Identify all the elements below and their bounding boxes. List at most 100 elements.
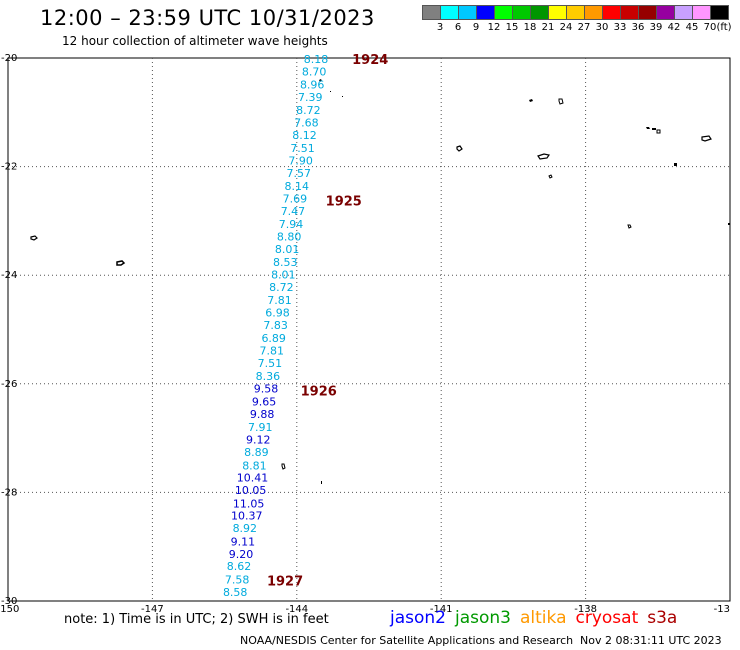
legend-tick-label: 3 xyxy=(436,22,444,33)
legend-tick-label: 30 xyxy=(595,22,609,33)
wave-height-value: 7.91 xyxy=(248,421,273,434)
wave-height-value: 6.98 xyxy=(265,307,290,320)
legend-tick-label: 33 xyxy=(613,22,627,33)
island-outline xyxy=(281,463,286,470)
latitude-label: -28 xyxy=(1,487,17,498)
wave-height-value: 8.70 xyxy=(302,66,327,79)
wave-height-value: 10.37 xyxy=(231,510,263,523)
legend-tick-label: 70 xyxy=(703,22,717,33)
longitude-label: -150 xyxy=(0,604,19,615)
wave-height-value: 7.81 xyxy=(260,345,285,358)
mission-cryosat: cryosat xyxy=(575,608,639,628)
latitude-label: -24 xyxy=(1,270,17,281)
legend-tick-label: 45 xyxy=(685,22,699,33)
wave-height-value: 9.20 xyxy=(229,548,254,561)
legend-tick-label: 27 xyxy=(577,22,591,33)
mission-jason3: jason3 xyxy=(455,608,511,628)
legend-swatch xyxy=(710,5,729,20)
footnote: note: 1) Time is in UTC; 2) SWH is in fe… xyxy=(64,612,329,627)
wave-height-value: 8.62 xyxy=(227,560,252,573)
wave-height-value: 9.65 xyxy=(252,396,277,409)
island-outline xyxy=(646,127,650,129)
wave-height-value: 8.72 xyxy=(296,104,321,117)
island-outline xyxy=(728,223,730,225)
wave-height-value: 8.81 xyxy=(242,459,267,472)
wave-height-value: 7.81 xyxy=(267,294,292,307)
wave-height-value: 11.05 xyxy=(233,497,265,510)
wave-height-value: 8.01 xyxy=(271,269,296,282)
latitude-label: -30 xyxy=(1,596,17,607)
longitude-label: -144 xyxy=(285,604,308,615)
longitude-label: -147 xyxy=(141,604,164,615)
legend-tick-label: 24 xyxy=(559,22,573,33)
legend-tick-label: 9 xyxy=(472,22,480,33)
island-outline xyxy=(701,135,712,142)
legend-tick-label: 12 xyxy=(487,22,501,33)
legend-tick-label: 6 xyxy=(454,22,462,33)
island-outline xyxy=(558,98,564,105)
wave-height-value: 9.88 xyxy=(250,408,275,421)
wave-height-value: 7.94 xyxy=(279,218,304,231)
wave-height-value: 7.39 xyxy=(298,91,323,104)
wave-height-value: 7.57 xyxy=(286,167,311,180)
wave-height-value: 9.58 xyxy=(254,383,279,396)
wave-height-value: 7.83 xyxy=(263,319,288,332)
pass-time-label: 1926 xyxy=(301,384,337,399)
island-outline xyxy=(330,91,331,92)
wave-height-value: 8.89 xyxy=(244,446,269,459)
legend-tick-label: 18 xyxy=(523,22,537,33)
longitude-label: -141 xyxy=(430,604,453,615)
wave-height-value: 8.96 xyxy=(300,79,325,92)
wave-height-value: 7.68 xyxy=(294,117,319,130)
wave-height-value: 8.72 xyxy=(269,281,294,294)
wave-height-value: 8.12 xyxy=(292,129,317,142)
wave-height-value: 8.80 xyxy=(277,231,302,244)
pass-time-label: 1927 xyxy=(267,574,303,589)
legend-tick-label: 21 xyxy=(541,22,555,33)
wave-height-value: 8.92 xyxy=(233,522,258,535)
latitude-label: -26 xyxy=(1,379,17,390)
map-subtitle: 12 hour collection of altimeter wave hei… xyxy=(62,34,328,48)
axis-labels: -20 -22 -24 -26 -28 -30-150 -147 -144 -141 -138 -1… xyxy=(0,53,730,615)
wave-height-value: 7.69 xyxy=(283,193,308,206)
wave-height-value: 7.90 xyxy=(288,155,313,168)
wave-height-value: 7.51 xyxy=(258,357,283,370)
credit-organization: NOAA/NESDIS Center for Satellite Applica… xyxy=(240,634,574,647)
wave-height-value: 10.41 xyxy=(237,472,269,485)
longitude-label: -13 xyxy=(714,604,730,615)
wave-height-value: 8.58 xyxy=(223,586,248,599)
credit-timestamp: Nov 2 08:31:11 UTC 2023 xyxy=(580,634,722,647)
island-outline xyxy=(342,96,343,97)
wave-height-value: 8.01 xyxy=(275,243,300,256)
legend-tick-label: 15 xyxy=(505,22,519,33)
wave-height-value: 9.12 xyxy=(246,434,271,447)
pass-time-label: 1925 xyxy=(326,194,362,209)
island-outline xyxy=(30,235,38,241)
wave-height-value: 7.58 xyxy=(225,573,250,586)
legend-tick-label: 42 xyxy=(667,22,681,33)
pass-time-label: 1924 xyxy=(352,53,388,68)
wave-height-value: 8.14 xyxy=(285,180,310,193)
mission-jason2: jason2 xyxy=(390,608,446,628)
wave-height-value: 6.89 xyxy=(261,332,286,345)
wave-height-value: 9.11 xyxy=(231,535,256,548)
island-outline xyxy=(674,163,677,166)
wave-height-value: 8.18 xyxy=(304,53,329,66)
pass-time-labels: 1924 1925 1926 1927 xyxy=(267,53,388,589)
island-outline xyxy=(529,99,533,102)
latitude-label: -22 xyxy=(1,162,17,173)
mission-s3a: s3a xyxy=(647,608,678,628)
island-outline xyxy=(456,145,463,152)
wave-height-value: 10.05 xyxy=(235,484,267,497)
longitude-label: -138 xyxy=(574,604,597,615)
latitude-label: -20 xyxy=(1,53,17,64)
graticule xyxy=(8,58,730,601)
island-outline xyxy=(627,224,632,229)
island-outline xyxy=(321,481,322,484)
legend-tick-label: 39 xyxy=(649,22,663,33)
mission-legend: jason2 jason3 altika cryosat s3a xyxy=(390,608,686,628)
island-outline xyxy=(537,153,550,160)
island-outline xyxy=(656,129,661,134)
map-title: 12:00 – 23:59 UTC 10/31/2023 xyxy=(40,6,375,30)
